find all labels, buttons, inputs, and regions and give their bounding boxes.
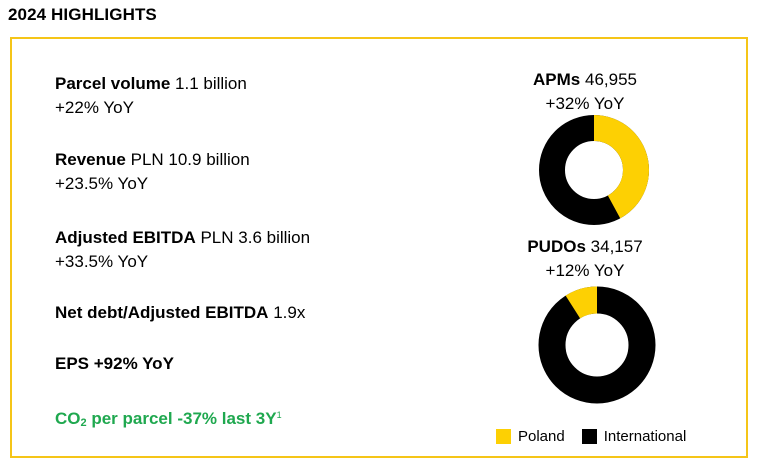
legend-label-poland: Poland — [518, 428, 565, 445]
apms-value: 46,955 — [584, 70, 637, 89]
co2-text: per parcel -37% last 3Y — [86, 409, 277, 428]
pudos-change: +12% YoY — [545, 261, 625, 280]
apms-label: APMs — [533, 70, 581, 89]
highlights-panel — [10, 37, 748, 458]
metric-eps: EPS +92% YoY — [55, 352, 174, 376]
metric-value: PLN 3.6 billion — [200, 228, 311, 247]
metric-revenue: Revenue PLN 10.9 billion +23.5% YoY — [55, 148, 250, 196]
metric-change: +22% YoY — [55, 98, 134, 117]
metric-change: +23.5% YoY — [55, 174, 149, 193]
metric-adjusted-ebitda: Adjusted EBITDA PLN 3.6 billion +33.5% Y… — [55, 226, 310, 274]
pudos-label: PUDOs — [527, 237, 586, 256]
co2-footnote: 1 — [276, 410, 282, 420]
metric-parcel-volume: Parcel volume 1.1 billion +22% YoY — [55, 72, 247, 120]
pudos-value: 34,157 — [590, 237, 643, 256]
metric-change: +33.5% YoY — [55, 252, 149, 271]
metric-label: Adjusted EBITDA — [55, 228, 196, 247]
metric-value: PLN 10.9 billion — [130, 150, 250, 169]
legend-swatch-poland — [496, 429, 511, 444]
pudos-poland-segment — [538, 286, 656, 404]
apms-label-block: APMs 46,955 +32% YoY — [485, 68, 685, 116]
legend-item-poland: Poland — [496, 428, 565, 445]
metric-value: 1.1 billion — [175, 74, 247, 93]
metric-label: Net debt/Adjusted EBITDA — [55, 303, 269, 322]
pudos-label-block: PUDOs 34,157 +12% YoY — [485, 235, 685, 283]
legend-label-international: International — [603, 428, 687, 445]
metric-label: Parcel volume — [55, 74, 171, 93]
metric-net-debt: Net debt/Adjusted EBITDA 1.9x — [55, 301, 305, 325]
metric-value: 1.9x — [273, 303, 306, 322]
pudos-donut-chart — [538, 286, 656, 404]
apms-change: +32% YoY — [545, 94, 625, 113]
metric-label: Revenue — [55, 150, 126, 169]
co2-subscript: 2 — [80, 417, 87, 429]
legend-item-international: International — [581, 428, 687, 445]
chart-legend: Poland International — [496, 428, 703, 445]
apms-poland-segment — [539, 115, 649, 225]
apms-donut-chart — [539, 115, 649, 225]
metric-label: EPS +92% YoY — [55, 354, 174, 373]
co2-prefix: CO — [55, 409, 81, 428]
metric-co2: CO2 per parcel -37% last 3Y1 — [55, 403, 282, 435]
page-title: 2024 HIGHLIGHTS — [8, 5, 157, 24]
legend-swatch-international — [581, 429, 597, 444]
